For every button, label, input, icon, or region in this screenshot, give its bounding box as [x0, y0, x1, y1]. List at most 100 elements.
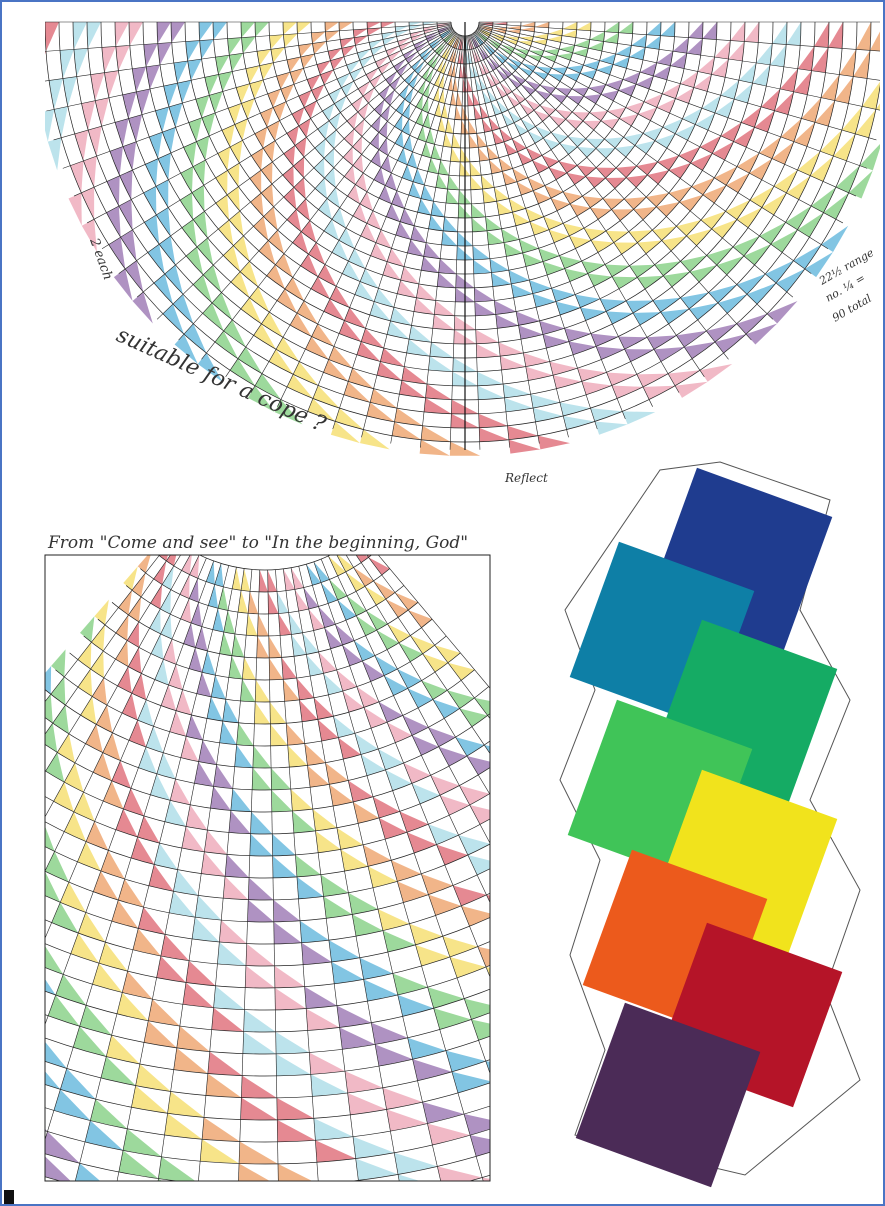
colored-triangle — [493, 1082, 536, 1103]
colored-triangle — [296, 876, 324, 899]
colored-triangle — [397, 280, 417, 298]
colored-triangle — [743, 244, 771, 265]
grid-ray — [118, 29, 454, 274]
colored-triangle — [496, 201, 513, 216]
colored-triangle — [636, 76, 654, 90]
colored-triangle — [296, 198, 310, 221]
colored-triangle — [352, 1136, 395, 1159]
grid-ray — [476, 29, 812, 274]
colored-triangle — [382, 261, 401, 281]
colored-triangle — [268, 591, 279, 614]
colored-triangle — [397, 37, 412, 46]
colored-triangle — [535, 869, 570, 888]
colored-triangle — [797, 212, 824, 238]
colored-triangle — [189, 555, 200, 579]
colored-triangle — [507, 57, 522, 67]
colored-triangle — [250, 811, 273, 834]
colored-triangle — [325, 129, 337, 149]
grid-ray — [332, 35, 461, 430]
colored-triangle — [376, 630, 399, 650]
colored-triangle — [450, 147, 461, 162]
grid-ray — [366, 555, 490, 720]
colored-triangle — [254, 701, 271, 724]
colored-triangle — [413, 297, 435, 315]
colored-triangle — [295, 854, 321, 877]
colored-triangle — [214, 563, 224, 587]
colored-triangle — [197, 352, 223, 382]
colored-triangle — [311, 31, 326, 44]
colored-triangle — [774, 91, 794, 115]
colored-triangle — [346, 60, 360, 74]
colored-triangle — [559, 143, 578, 155]
colored-triangle — [412, 735, 439, 756]
colored-triangle — [344, 165, 356, 185]
colored-triangle — [232, 567, 242, 591]
colored-triangle — [820, 130, 842, 157]
colored-triangle — [182, 982, 214, 1008]
colored-triangle — [776, 268, 805, 292]
colored-triangle — [411, 783, 440, 804]
colored-triangle — [508, 270, 530, 284]
colored-triangle — [45, 1041, 67, 1069]
colored-triangle — [711, 219, 737, 238]
colored-triangle — [45, 851, 69, 883]
colored-triangle — [196, 135, 210, 161]
colored-triangle — [148, 999, 180, 1027]
colored-triangle — [421, 141, 432, 158]
colored-triangle — [451, 133, 461, 148]
colored-triangle — [335, 408, 364, 430]
colored-triangle — [73, 22, 87, 50]
colored-triangle — [734, 83, 753, 104]
colored-triangle — [73, 1026, 107, 1057]
colored-triangle — [429, 36, 442, 47]
colored-triangle — [706, 246, 734, 266]
colored-triangle — [45, 22, 59, 52]
colored-triangle — [135, 1063, 171, 1092]
colored-triangle — [329, 286, 350, 308]
colored-triangle — [506, 29, 521, 34]
colored-triangle — [370, 388, 397, 409]
colored-triangle — [143, 186, 157, 215]
colored-triangle — [413, 168, 425, 186]
colored-triangle — [315, 1140, 356, 1163]
colored-triangle — [181, 826, 205, 852]
colored-triangle — [313, 158, 325, 179]
colored-triangle — [402, 164, 414, 182]
colored-triangle — [452, 77, 458, 92]
colored-triangle — [493, 53, 506, 64]
colored-triangle — [267, 89, 281, 108]
colored-triangle — [173, 60, 188, 84]
colored-triangle — [193, 160, 206, 186]
colored-triangle — [615, 145, 635, 157]
colored-triangle — [45, 752, 65, 783]
colored-triangle — [811, 187, 836, 213]
colored-triangle — [125, 260, 144, 292]
colored-triangle — [318, 1184, 361, 1206]
colored-triangle — [180, 598, 192, 623]
grid-ray — [306, 564, 484, 1181]
colored-triangle — [406, 832, 437, 854]
colored-triangle — [229, 210, 244, 236]
colored-triangle — [486, 967, 490, 977]
colored-triangle — [148, 864, 174, 892]
colored-triangle — [367, 27, 382, 36]
colored-triangle — [823, 192, 849, 220]
rectangle-drawing — [45, 555, 570, 1206]
colored-triangle — [160, 934, 190, 961]
colored-triangle — [342, 645, 363, 666]
colored-triangle — [511, 91, 526, 104]
colored-triangle — [168, 103, 183, 128]
colored-triangle — [306, 564, 321, 586]
colored-triangle — [680, 71, 698, 88]
colored-triangle — [388, 50, 402, 62]
colored-triangle — [195, 626, 208, 651]
colored-triangle — [631, 34, 647, 48]
colored-triangle — [271, 789, 293, 812]
colored-triangle — [153, 273, 173, 305]
colored-triangle — [438, 258, 457, 274]
colored-triangle — [445, 1050, 486, 1072]
colored-triangle — [203, 265, 222, 293]
colored-triangle — [228, 810, 251, 834]
grid-ray — [476, 29, 829, 250]
colored-triangle — [496, 68, 509, 81]
